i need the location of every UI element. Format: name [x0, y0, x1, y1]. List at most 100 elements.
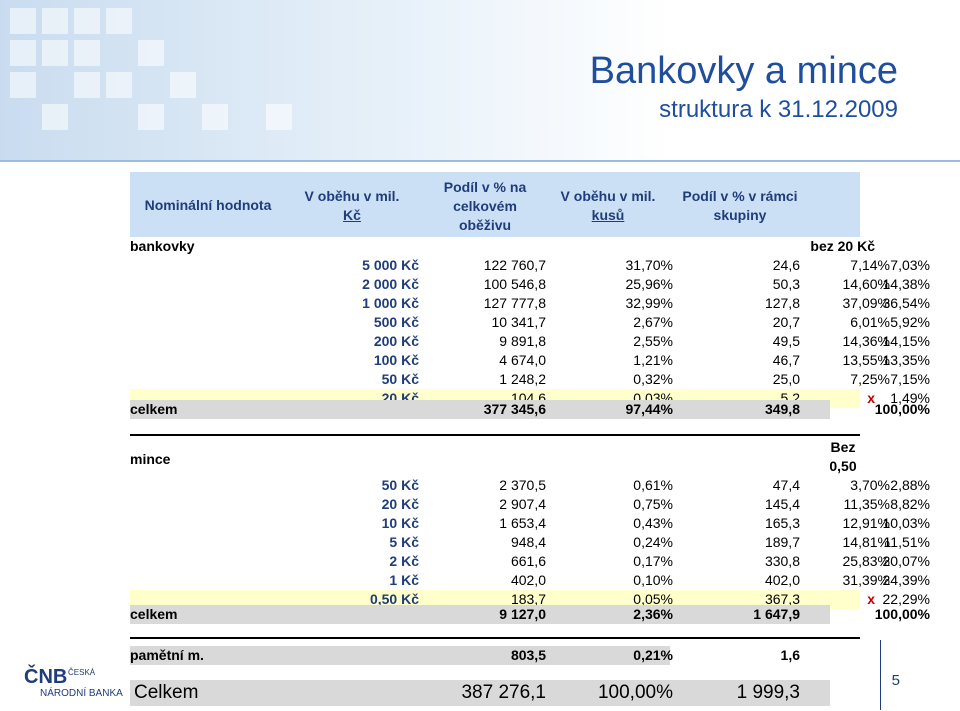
- nominal-value: 20 Kč: [381, 496, 419, 512]
- header-text: V oběhu v mil.: [304, 188, 400, 204]
- total-label: celkem: [130, 401, 178, 417]
- extra-header: bez 20 Kč: [810, 238, 875, 254]
- circulation-czk: 2 370,5: [499, 477, 546, 493]
- share-group: 7,15%: [890, 371, 930, 387]
- nominal-value: 1 Kč: [389, 572, 419, 588]
- total-label: celkem: [130, 606, 178, 622]
- memorial-pcs: 1,6: [780, 647, 800, 663]
- logo-line2: NÁRODNÍ BANKA: [40, 688, 123, 699]
- section-separator: [130, 434, 860, 436]
- share-total: 0,17%: [633, 553, 673, 569]
- header-band: Bankovky a mince struktura k 31.12.2009: [0, 0, 960, 160]
- header-text: 0,50: [829, 458, 857, 474]
- table-row: 200 Kč 9 891,8 2,55% 49,5 14,15% 14,36%: [130, 332, 930, 351]
- table-row: 1 000 Kč 127 777,8 32,99% 127,8 36,54% 37,09%: [130, 294, 930, 313]
- page-subtitle: struktura k 31.12.2009: [659, 96, 898, 123]
- total-group-share: 100,00%: [874, 606, 930, 622]
- circulation-czk: 122 760,7: [483, 257, 546, 273]
- circulation-pcs: 47,4: [772, 477, 800, 493]
- total-share: 97,44%: [625, 401, 673, 417]
- circulation-czk: 10 341,7: [491, 314, 547, 330]
- share-group: 14,15%: [882, 333, 930, 349]
- share-total: 0,43%: [633, 515, 673, 531]
- decor-square: [74, 8, 100, 34]
- circulation-czk: 127 777,8: [483, 295, 546, 311]
- decor-square: [42, 8, 68, 34]
- circulation-pcs: 189,7: [764, 534, 800, 550]
- share-total: 25,96%: [625, 276, 673, 292]
- circulation-pcs: 49,5: [772, 333, 800, 349]
- share-group-excl: 31,39%: [842, 572, 890, 588]
- table-row: 0,50 Kč 183,7 0,05% 367,3 22,29% x: [130, 590, 930, 609]
- share-group: 8,82%: [890, 496, 930, 512]
- coins-extra-header: Bez 0,50: [818, 438, 868, 476]
- total-pcs: 349,8: [764, 401, 800, 417]
- circulation-pcs: 127,8: [764, 295, 800, 311]
- bank-total-row: celkem 377 345,6 97,44% 349,8 100,00%: [130, 400, 930, 419]
- header-text: skupiny: [713, 207, 767, 223]
- table-row: 1 Kč 402,0 0,10% 402,0 24,39% 31,39%: [130, 571, 930, 590]
- nominal-value: 2 000 Kč: [362, 276, 419, 292]
- circulation-pcs: 25,0: [772, 371, 800, 387]
- table-row: 20 Kč 2 907,4 0,75% 145,4 8,82% 11,35%: [130, 495, 930, 514]
- table-row: 100 Kč 4 674,0 1,21% 46,7 13,35% 13,55%: [130, 351, 930, 370]
- header-text: V oběhu v mil.: [560, 188, 656, 204]
- share-group: 10,03%: [882, 515, 930, 531]
- nominal-value: 200 Kč: [373, 333, 419, 349]
- share-group: 2,88%: [890, 477, 930, 493]
- header-text: oběživu: [458, 217, 512, 233]
- grand-total-share: 100,00%: [597, 682, 673, 703]
- header-unit: Kč: [343, 207, 361, 223]
- section-row-bankovky: bankovky bez 20 Kč: [130, 237, 875, 256]
- decor-square: [138, 40, 164, 66]
- share-total: 2,67%: [633, 314, 673, 330]
- table-row: 50 Kč 2 370,5 0,61% 47,4 2,88% 3,70%: [130, 476, 930, 495]
- grand-total-czk: 387 276,1: [461, 682, 546, 703]
- table-row: 2 000 Kč 100 546,8 25,96% 50,3 14,38% 14,60%: [130, 275, 930, 294]
- decor-square: [74, 40, 100, 66]
- table-row: 5 Kč 948,4 0,24% 189,7 11,51% 14,81%: [130, 533, 930, 552]
- header-text-underlined: kusů: [548, 206, 668, 225]
- decor-square: [138, 104, 164, 130]
- nominal-value: 5 000 Kč: [362, 257, 419, 273]
- page-number: 5: [891, 672, 900, 689]
- footer-divider: [880, 640, 881, 710]
- decor-square: [170, 72, 196, 98]
- share-group-excl: 14,81%: [842, 534, 890, 550]
- header-text: Bez: [830, 439, 856, 455]
- share-total: 0,32%: [633, 371, 673, 387]
- header-text: Podíl v % v rámci: [682, 188, 798, 204]
- circulation-pcs: 145,4: [764, 496, 800, 512]
- section-separator: [130, 637, 860, 639]
- share-group-excl: 11,35%: [843, 496, 890, 512]
- share-total: 0,61%: [633, 477, 673, 493]
- section-label: bankovky: [130, 238, 195, 254]
- share-group: 1,49%: [890, 390, 930, 406]
- circulation-czk: 183,7: [510, 591, 546, 607]
- header-text: Podíl v % na: [443, 179, 527, 195]
- decor-square: [106, 72, 132, 98]
- memorial-share: 0,21%: [633, 647, 673, 663]
- share-group: 14,38%: [882, 276, 930, 292]
- share-group-excl: 12,91%: [842, 515, 890, 531]
- table-row: 500 Kč 10 341,7 2,67% 20,7 5,92% 6,01%: [130, 313, 930, 332]
- circulation-pcs: 367,3: [764, 591, 800, 607]
- share-group-excl: 7,14%: [850, 257, 890, 273]
- header-circulation-pcs: V oběhu v mil. kusů: [548, 187, 668, 225]
- header-text: celkovém: [453, 198, 517, 214]
- share-total: 32,99%: [625, 295, 673, 311]
- share-group-excl: 37,09%: [842, 295, 890, 311]
- total-czk: 377 345,6: [483, 401, 546, 417]
- memorial-row: pamětní m. 803,5 0,21% 1,6: [130, 646, 800, 665]
- total-share: 2,36%: [633, 606, 673, 622]
- section-row-mince: mince: [130, 450, 860, 469]
- circulation-czk: 661,6: [510, 553, 546, 569]
- nominal-value: 50 Kč: [381, 371, 419, 387]
- circulation-pcs: 46,7: [772, 352, 800, 368]
- nominal-value: 10 Kč: [381, 515, 419, 531]
- share-group: 22,29%: [882, 591, 930, 607]
- decor-square: [74, 72, 100, 98]
- share-group: 20,07%: [882, 553, 930, 569]
- share-total: 2,55%: [633, 333, 673, 349]
- nominal-value: 100 Kč: [373, 352, 419, 368]
